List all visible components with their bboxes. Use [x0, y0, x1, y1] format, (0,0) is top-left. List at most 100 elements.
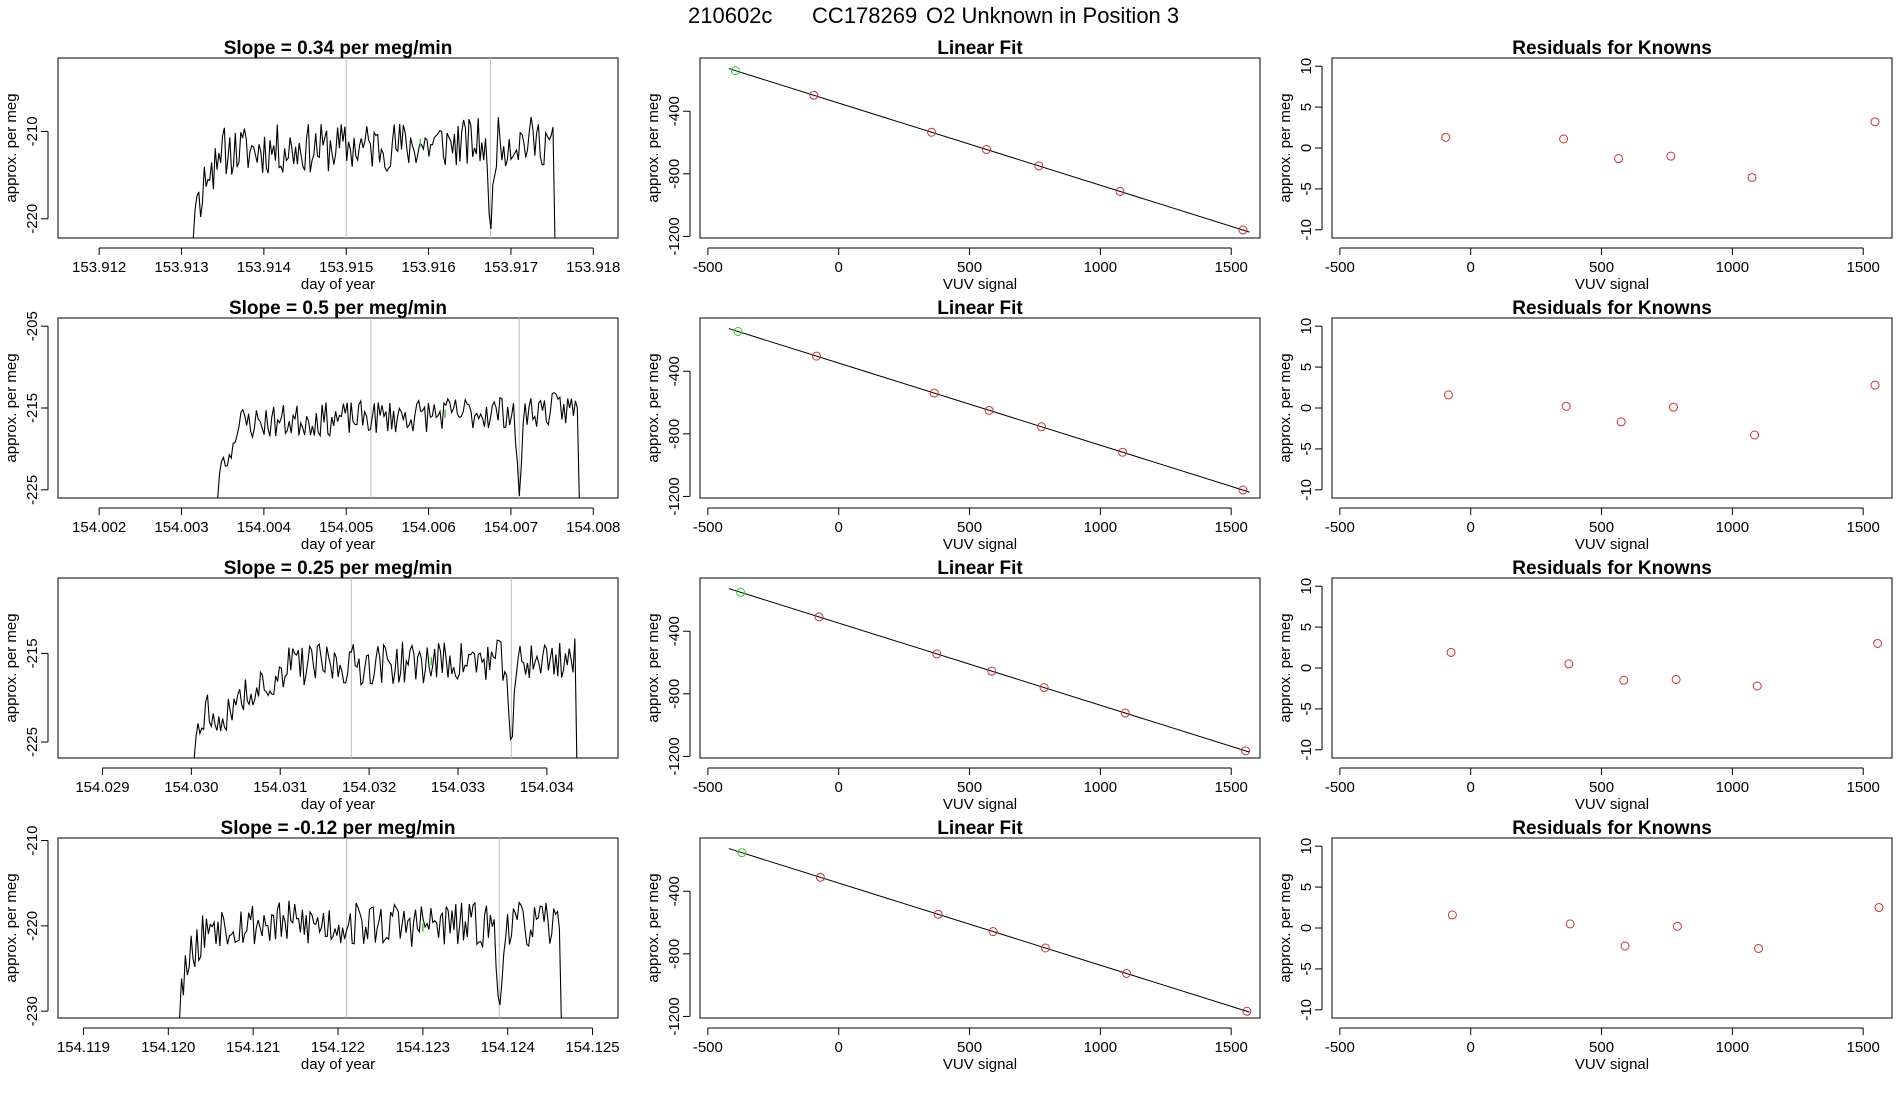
plot-area [140, 58, 556, 238]
x-tick-label: 0 [1467, 1039, 1475, 1056]
residual-point [1564, 659, 1574, 669]
plot-frame [57, 317, 619, 499]
x-tick-label: 0 [1467, 779, 1475, 796]
residual-point [1565, 919, 1575, 929]
x-tick-label: -500 [693, 519, 723, 536]
y-tick-label: 10 [1298, 318, 1315, 335]
residual-point [1561, 401, 1571, 411]
chart-panel-1-2: Linear Fit -500 0 500 1000 1500 VUV signal -400… [645, 38, 1261, 293]
y-tick-label: -215 [24, 393, 41, 423]
x-axis-label: day of year [301, 796, 375, 813]
x-axis-label: day of year [301, 536, 375, 553]
y-tick-label: -10 [1298, 219, 1315, 241]
y-tick-label: -800 [666, 159, 683, 189]
figure-title-code: 210602c [688, 3, 772, 28]
x-tick-label: 1500 [1847, 779, 1880, 796]
y-tick-label: 5 [1298, 363, 1315, 371]
plot-frame [699, 837, 1261, 1019]
x-tick-label: 0 [835, 779, 843, 796]
y-tick-label: -230 [24, 996, 41, 1026]
y-tick-label: -5 [1298, 442, 1315, 455]
unknown-point [736, 587, 746, 597]
x-tick-label: 0 [835, 259, 843, 276]
panel-grid: Slope = 0.34 per meg/min 153.912 153.913 15… [3, 38, 1893, 1073]
residual-point [1672, 921, 1682, 931]
y-tick-label: -800 [666, 419, 683, 449]
known-point [932, 649, 942, 659]
y-tick-label: 0 [1298, 664, 1315, 672]
residual-point [1754, 943, 1764, 953]
x-tick-label: 154.124 [481, 1039, 535, 1056]
x-tick-label: 153.915 [319, 259, 373, 276]
y-axis-label: approx. per meg [645, 613, 662, 722]
known-point [927, 127, 937, 137]
y-axis-label: approx. per meg [1277, 613, 1294, 722]
plot-frame [699, 57, 1261, 239]
residual-point [1668, 402, 1678, 412]
y-tick-label: 0 [1298, 144, 1315, 152]
y-axis-label: approx. per meg [1277, 353, 1294, 462]
plot-area [140, 318, 580, 498]
x-tick-label: 154.006 [401, 519, 455, 536]
x-tick-label: 1000 [1084, 259, 1117, 276]
series-line [146, 638, 578, 758]
known-point [982, 145, 992, 155]
known-point [1034, 161, 1044, 171]
x-tick-label: 153.913 [154, 259, 208, 276]
residual-point [1441, 132, 1451, 142]
residual-point [1671, 674, 1681, 684]
panel-title: Linear Fit [937, 818, 1023, 839]
residual-point [1750, 430, 1760, 440]
panel-title: Residuals for Knowns [1512, 38, 1712, 59]
residual-point [1752, 681, 1762, 691]
unknown-point [737, 848, 747, 858]
chart-panel-4-3: Residuals for Knowns -500 0 500 1000 1500 VUV … [1277, 818, 1893, 1073]
y-tick-label: -205 [24, 311, 41, 341]
residual-point [1620, 941, 1630, 951]
chart-panel-1-3: Residuals for Knowns -500 0 500 1000 1500 VUV … [1277, 38, 1893, 293]
x-tick-label: 154.125 [565, 1039, 619, 1056]
x-tick-label: 154.007 [484, 519, 538, 536]
x-tick-label: 154.033 [431, 779, 485, 796]
x-axis-label: VUV signal [943, 536, 1017, 553]
series-line [140, 116, 556, 238]
x-tick-label: 153.912 [72, 259, 126, 276]
y-tick-label: -800 [666, 939, 683, 969]
panel-title: Residuals for Knowns [1512, 558, 1712, 579]
y-tick-label: -210 [24, 116, 41, 146]
plot-area [1441, 117, 1880, 182]
x-tick-label: 154.031 [253, 779, 307, 796]
x-axis-label: VUV signal [1575, 1056, 1649, 1073]
y-tick-label: -1200 [666, 477, 683, 515]
residual-point [1747, 172, 1757, 182]
x-tick-label: 1000 [1084, 779, 1117, 796]
x-tick-label: 500 [1589, 519, 1614, 536]
known-point [1118, 447, 1128, 457]
x-tick-label: 1000 [1716, 259, 1749, 276]
x-tick-label: 1000 [1716, 779, 1749, 796]
chart-panel-4-1: Slope = -0.12 per meg/min 154.119 154.120 1… [3, 818, 620, 1073]
panel-title: Residuals for Knowns [1512, 298, 1712, 319]
y-tick-label: -5 [1298, 702, 1315, 715]
chart-panel-3-2: Linear Fit -500 0 500 1000 1500 VUV signal -400… [645, 558, 1261, 813]
plot-area [1447, 903, 1884, 953]
plot-frame [57, 577, 619, 759]
residual-point [1559, 134, 1569, 144]
residual-point [1870, 380, 1880, 390]
known-point [1039, 683, 1049, 693]
plot-frame [1331, 577, 1893, 759]
x-tick-label: 1000 [1716, 519, 1749, 536]
plot-area [728, 326, 1250, 495]
known-point [1115, 186, 1125, 196]
x-tick-label: 500 [957, 519, 982, 536]
panel-title: Slope = 0.5 per meg/min [229, 298, 447, 319]
known-point [1242, 1006, 1252, 1016]
plot-area [728, 848, 1252, 1016]
plot-frame [699, 317, 1261, 499]
x-tick-label: 154.002 [72, 519, 126, 536]
residual-point [1873, 638, 1883, 648]
panel-title: Linear Fit [937, 298, 1023, 319]
x-tick-label: -500 [693, 779, 723, 796]
y-tick-label: -5 [1298, 962, 1315, 975]
y-axis-label: approx. per meg [1277, 873, 1294, 982]
